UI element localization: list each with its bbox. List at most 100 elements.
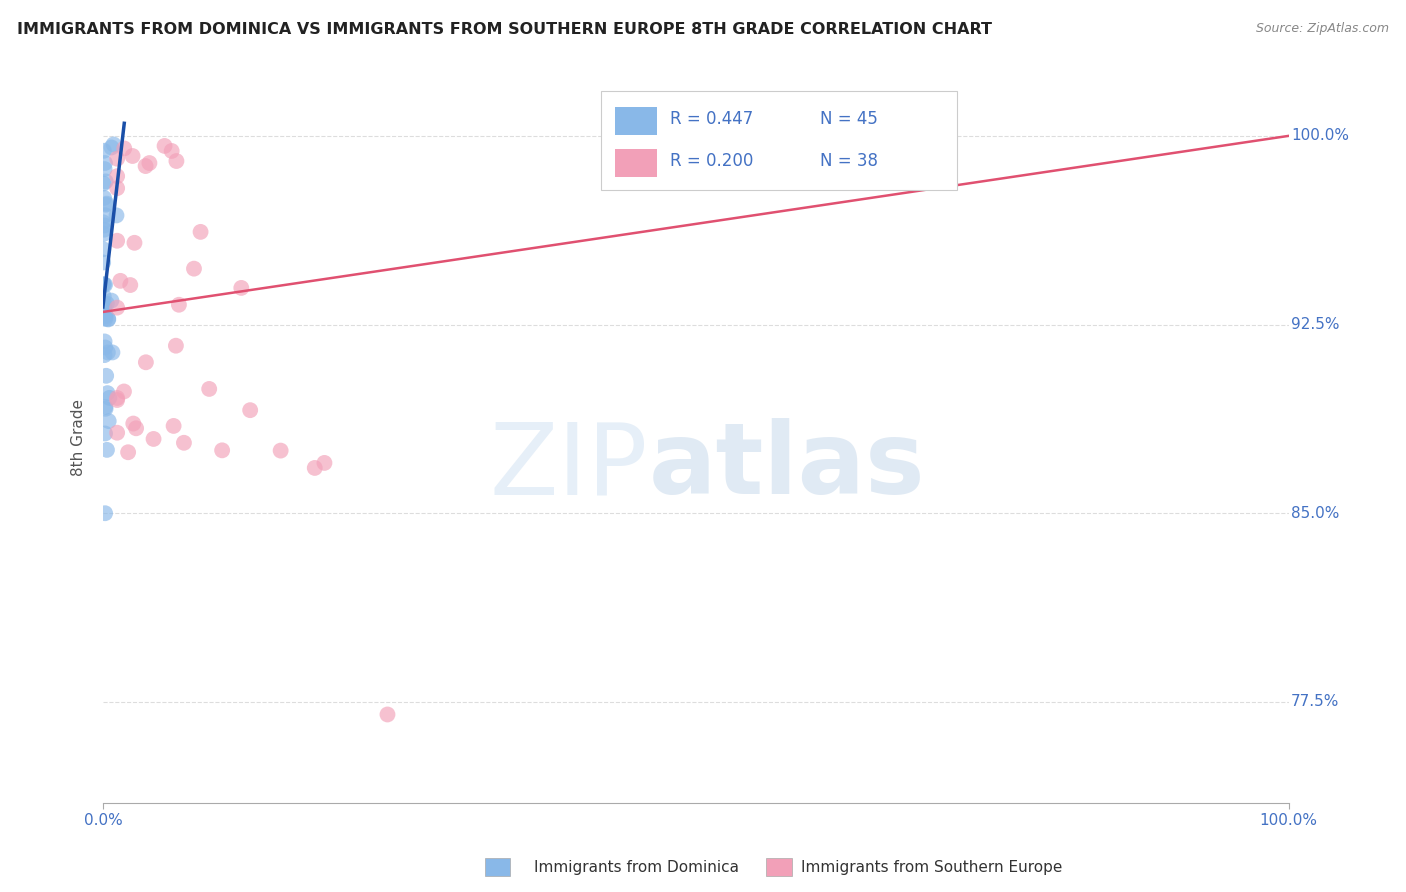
Point [211, 443, 233, 458]
Point [97, 311, 120, 326]
Point [93, 191, 115, 205]
Point [94, 400, 117, 414]
Point [96, 442, 118, 457]
Point [93, 348, 115, 362]
Text: Source: ZipAtlas.com: Source: ZipAtlas.com [1256, 22, 1389, 36]
Point [94, 311, 117, 326]
Point [91, 255, 114, 269]
Point [94, 308, 117, 322]
Text: R = 0.447: R = 0.447 [669, 110, 754, 128]
Point [160, 144, 183, 158]
Point [270, 443, 292, 458]
Point [314, 456, 336, 470]
Point [117, 445, 139, 459]
Point [93, 222, 115, 236]
Point [105, 181, 128, 195]
Point [94, 156, 117, 170]
Text: ZIP: ZIP [489, 418, 648, 516]
Point [93, 177, 115, 191]
Point [96, 368, 118, 383]
Text: Immigrants from Southern Europe: Immigrants from Southern Europe [801, 860, 1063, 874]
FancyBboxPatch shape [600, 91, 956, 190]
Text: 77.5%: 77.5% [1291, 694, 1340, 709]
Point [304, 461, 326, 475]
Point [105, 234, 128, 248]
Text: Immigrants from Dominica: Immigrants from Dominica [534, 860, 740, 874]
Point [190, 225, 212, 239]
Point [91, 242, 114, 256]
Point [94, 426, 117, 441]
Point [96, 386, 118, 401]
Point [97, 414, 120, 428]
Point [91, 215, 114, 229]
Text: IMMIGRANTS FROM DOMINICA VS IMMIGRANTS FROM SOUTHERN EUROPE 8TH GRADE CORRELATIO: IMMIGRANTS FROM DOMINICA VS IMMIGRANTS F… [17, 22, 991, 37]
Point [110, 274, 132, 288]
Point [105, 301, 128, 315]
Point [94, 401, 117, 416]
Point [112, 384, 135, 399]
Point [105, 169, 128, 184]
Point [97, 345, 120, 359]
Point [239, 403, 262, 417]
Point [121, 149, 143, 163]
Point [183, 261, 205, 276]
Point [105, 152, 128, 166]
Point [93, 334, 115, 349]
Point [142, 432, 165, 446]
Point [122, 417, 145, 431]
Text: 92.5%: 92.5% [1291, 317, 1340, 332]
Point [94, 208, 117, 222]
Text: 100.0%: 100.0% [1291, 128, 1348, 144]
Point [165, 154, 187, 169]
Point [93, 301, 115, 316]
Point [125, 421, 148, 435]
Point [93, 277, 115, 292]
Point [105, 392, 128, 407]
Point [93, 297, 115, 311]
Point [153, 139, 176, 153]
Point [93, 289, 115, 303]
Point [96, 196, 118, 211]
Point [94, 277, 117, 292]
Text: atlas: atlas [648, 418, 925, 516]
Text: R = 0.200: R = 0.200 [669, 152, 754, 169]
Point [231, 281, 253, 295]
Bar [616, 149, 657, 177]
Text: 85.0%: 85.0% [1291, 506, 1340, 521]
Point [94, 341, 117, 355]
Point [91, 277, 114, 292]
Point [135, 159, 157, 173]
Point [162, 418, 184, 433]
Point [93, 144, 115, 158]
Point [100, 293, 122, 308]
Point [93, 162, 115, 177]
Point [93, 219, 115, 233]
Point [105, 208, 128, 222]
Point [167, 298, 190, 312]
Point [135, 355, 157, 369]
Point [98, 391, 121, 405]
Point [124, 235, 146, 250]
Point [105, 391, 128, 405]
Point [101, 345, 124, 359]
Point [105, 425, 128, 440]
Point [100, 140, 122, 154]
Point [165, 339, 187, 353]
Point [198, 382, 221, 396]
Point [94, 174, 117, 188]
Y-axis label: 8th Grade: 8th Grade [72, 400, 86, 476]
Point [94, 197, 117, 211]
Bar [616, 107, 657, 135]
Point [112, 141, 135, 155]
Text: N = 45: N = 45 [820, 110, 879, 128]
Point [93, 227, 115, 241]
Point [138, 156, 160, 170]
Point [173, 435, 195, 450]
Text: N = 38: N = 38 [820, 152, 879, 169]
Point [377, 707, 399, 722]
Point [120, 278, 142, 293]
Point [103, 137, 125, 152]
Point [94, 506, 117, 520]
Point [97, 312, 120, 326]
Point [96, 296, 118, 310]
